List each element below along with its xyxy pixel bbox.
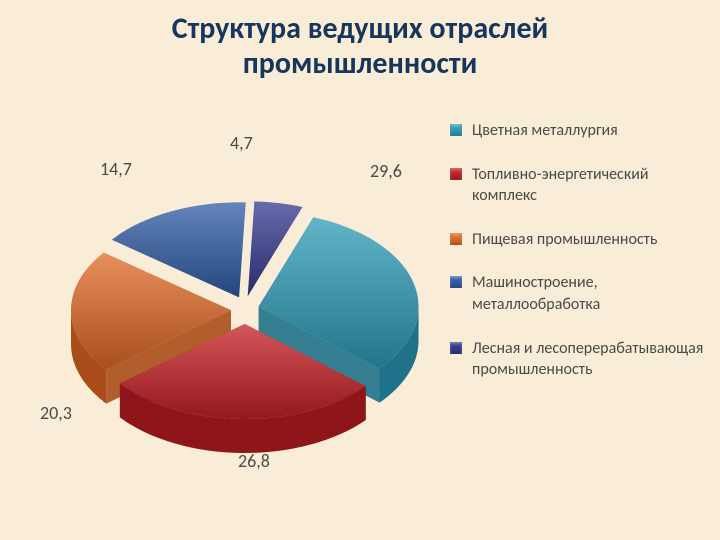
legend-label-forest: Лесная и лесоперерабатывающая промышленн… [472, 338, 710, 381]
data-label-forest: 4,7 [230, 132, 253, 154]
data-label-fuel: 26,8 [238, 450, 270, 472]
legend-swatch-food [450, 233, 462, 245]
legend-swatch-machinery [450, 276, 462, 288]
legend-item-food: Пищевая промышленность [450, 229, 710, 251]
legend-swatch-forest [450, 342, 462, 354]
data-label-nonferrous: 29,6 [370, 160, 402, 182]
legend-item-fuel: Топливно-энергетический комплекс [450, 164, 710, 207]
data-label-food: 20,3 [40, 402, 72, 424]
legend-item-nonferrous: Цветная металлургия [450, 120, 710, 142]
legend-swatch-fuel [450, 168, 462, 180]
legend-label-food: Пищевая промышленность [472, 229, 657, 251]
legend: Цветная металлургия Топливно-энергетическ… [450, 120, 710, 403]
legend-label-nonferrous: Цветная металлургия [472, 120, 618, 142]
legend-swatch-nonferrous [450, 124, 462, 136]
legend-item-forest: Лесная и лесоперерабатывающая промышленн… [450, 338, 710, 381]
legend-label-machinery: Машиностроение, металлообработка [472, 272, 710, 315]
legend-label-fuel: Топливно-энергетический комплекс [472, 164, 710, 207]
data-label-machinery: 14,7 [100, 158, 132, 180]
legend-item-machinery: Машиностроение, металлообработка [450, 272, 710, 315]
